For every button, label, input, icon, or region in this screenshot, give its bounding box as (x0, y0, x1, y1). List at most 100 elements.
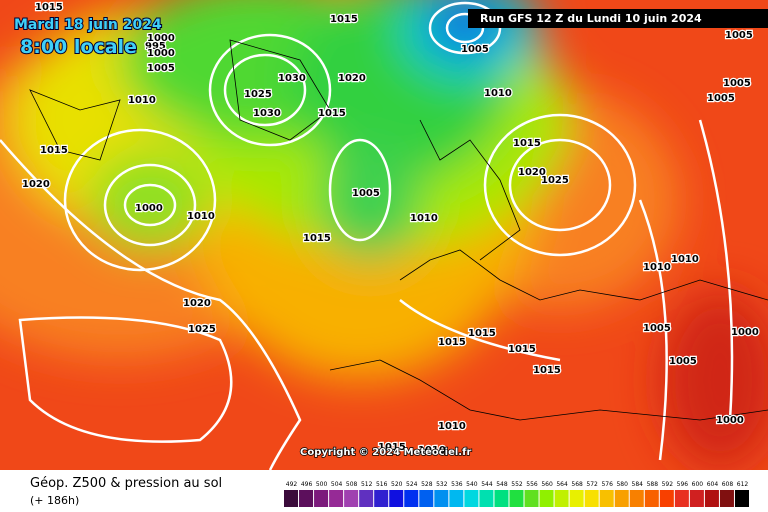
scale-label: 516 (376, 481, 388, 488)
scale-label: 512 (361, 481, 373, 488)
scale-swatch (299, 490, 314, 507)
isobar-label: 1015 (303, 233, 331, 244)
isobar-label: 1015 (533, 365, 561, 376)
scale-label: 584 (632, 481, 644, 488)
scale-label: 588 (647, 481, 659, 488)
isobar-label: 1020 (518, 167, 546, 178)
scale-label: 576 (601, 481, 613, 488)
isobar-label: 1005 (147, 63, 175, 74)
isobar-label: 1025 (244, 89, 272, 100)
legend-title: Géop. Z500 & pression au sol (30, 476, 222, 491)
scale-label: 564 (556, 481, 568, 488)
scale-label: 568 (571, 481, 583, 488)
scale-swatch (659, 490, 674, 507)
scale-label: 604 (707, 481, 719, 488)
scale-swatch (689, 490, 704, 507)
isobar-label: 1010 (438, 421, 466, 432)
scale-label: 572 (586, 481, 598, 488)
scale-label: 552 (511, 481, 523, 488)
isobar-label: 1015 (378, 442, 406, 453)
isobar-label: 1010 (128, 95, 156, 106)
isobar-label: 1015 (318, 108, 346, 119)
isobar-label: 1000 (716, 415, 744, 426)
scale-label: 548 (496, 481, 508, 488)
run-box (468, 9, 768, 28)
map-field (0, 0, 768, 470)
scale-swatch (734, 490, 749, 507)
scale-swatch (554, 490, 569, 507)
scale-label: 556 (526, 481, 538, 488)
scale-label: 612 (737, 481, 749, 488)
isobar-label: 1015 (40, 145, 68, 156)
isobar-label: 1015 (438, 337, 466, 348)
scale-label: 520 (391, 481, 403, 488)
run-info: Run GFS 12 Z du Lundi 10 juin 2024 (480, 12, 702, 25)
isobar-label: 1025 (188, 324, 216, 335)
scale-swatch (449, 490, 464, 507)
scale-label: 492 (286, 481, 298, 488)
scale-swatch (389, 490, 404, 507)
scale-swatch (569, 490, 584, 507)
isobar-label: 1010 (671, 254, 699, 265)
scale-label: 596 (677, 481, 689, 488)
scale-swatch (644, 490, 659, 507)
scale-label: 496 (301, 481, 313, 488)
scale-label: 528 (421, 481, 433, 488)
scale-swatch (704, 490, 719, 507)
legend-lead: (+ 186h) (30, 494, 79, 507)
isobar-label: 1010 (484, 88, 512, 99)
scale-swatch (674, 490, 689, 507)
isobar-label: 1020 (183, 298, 211, 309)
isobar-label: 1010 (410, 213, 438, 224)
isobar-label: 1000 (731, 327, 759, 338)
isobar-label: 1005 (643, 323, 671, 334)
isobar-label: 1010 (418, 445, 446, 456)
isobar-label: 1015 (513, 138, 541, 149)
scale-label: 524 (406, 481, 418, 488)
isobar-label: 1020 (22, 179, 50, 190)
scale-swatch (314, 490, 329, 507)
date: Mardi 18 juin 2024 (14, 17, 162, 33)
scale-label: 504 (331, 481, 343, 488)
coastlines (29, 39, 768, 421)
scale-swatch (584, 490, 599, 507)
scale-swatch (404, 490, 419, 507)
scale-swatch (284, 490, 299, 507)
scale-swatch (329, 490, 344, 507)
isobars (0, 1, 734, 471)
isobar-label: 1000 (135, 203, 163, 214)
scale-label: 560 (541, 481, 553, 488)
scale-swatch (494, 490, 509, 507)
scale-swatch (614, 490, 629, 507)
isobar-label: 1010 (187, 211, 215, 222)
isobar-label: 1015 (508, 344, 536, 355)
scale-swatch (719, 490, 734, 507)
scale-swatch (539, 490, 554, 507)
scale-label: 544 (481, 481, 493, 488)
scale-label: 592 (662, 481, 674, 488)
scale-label: 540 (466, 481, 478, 488)
isobar-label: 1000 (147, 33, 175, 44)
isobar-label: 1015 (468, 328, 496, 339)
isobar-label: 1005 (669, 356, 697, 367)
scale-label: 608 (722, 481, 734, 488)
scale-label: 532 (436, 481, 448, 488)
scale-label: 536 (451, 481, 463, 488)
scale-swatch (344, 490, 359, 507)
isobar-label: 1005 (352, 188, 380, 199)
isobar-label: 1025 (541, 175, 569, 186)
scale-label: 600 (692, 481, 704, 488)
scale-swatch (434, 490, 449, 507)
time: 8:00 locale (20, 36, 137, 58)
scale-swatch (524, 490, 539, 507)
scale-swatch (599, 490, 614, 507)
scale-swatch (479, 490, 494, 507)
scale-swatch (464, 490, 479, 507)
scale-label: 500 (316, 481, 328, 488)
scale-swatch (509, 490, 524, 507)
isobar-label: 1005 (461, 44, 489, 55)
color-scale: 492 496 500 504 508 512 516 520 524 528 532 536 540 5… (284, 481, 749, 507)
copyright: Copyright © 2024 Meteociel.fr (300, 447, 471, 458)
isobar-label: 1030 (253, 108, 281, 119)
